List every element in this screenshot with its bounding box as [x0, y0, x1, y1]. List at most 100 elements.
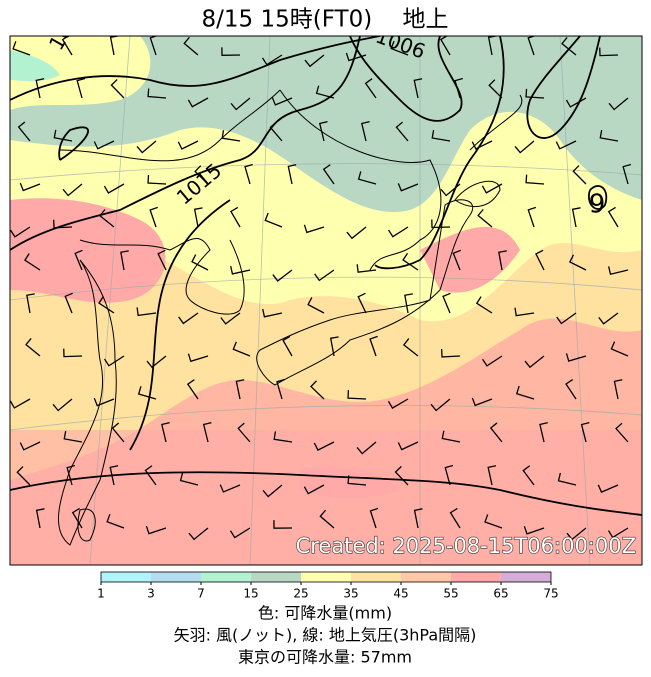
wind-barb: [64, 292, 73, 314]
wind-barb: [287, 164, 297, 185]
wind-barb: [569, 254, 587, 271]
wind-barb: [395, 121, 409, 142]
wind-barb: [514, 140, 535, 154]
wind-barb: [555, 140, 577, 150]
wind-barb: [571, 207, 581, 228]
wind-barb: [522, 465, 535, 486]
wind-barb: [345, 52, 367, 62]
wind-barb: [369, 507, 379, 529]
isobar: [588, 185, 608, 210]
wind-barb: [188, 527, 209, 541]
wind-barb: [622, 163, 632, 185]
wind-barb: [523, 526, 545, 535]
wind-barb: [63, 348, 83, 358]
wind-barb: [157, 249, 167, 271]
wind-barb: [431, 130, 451, 142]
wind-barb: [481, 183, 503, 194]
wind-barb: [103, 183, 125, 194]
colorbar-tick-label: 55: [443, 587, 458, 601]
wind-barb: [269, 121, 283, 142]
band-dry: [10, 36, 642, 212]
wind-barb: [74, 249, 83, 271]
wind-barb: [273, 431, 293, 443]
wind-barb: [62, 183, 83, 197]
wind-barb: [615, 422, 629, 443]
wind-barb: [394, 466, 409, 486]
wind-barb: [525, 88, 545, 99]
wind-barb: [598, 312, 619, 325]
wind-barb: [390, 40, 409, 56]
wind-barb: [53, 219, 73, 229]
wind-barb: [303, 224, 325, 234]
wind-barb: [315, 85, 335, 99]
wind-barb: [608, 97, 629, 111]
wind-barb: [402, 252, 419, 271]
wind-barb: [565, 379, 577, 400]
wind-barb: [310, 380, 325, 400]
wind-barb: [439, 36, 451, 56]
wind-barb: [487, 465, 497, 486]
wind-barb: [19, 182, 41, 192]
wind-barb: [347, 390, 367, 400]
caption: 矢羽: 風(ノット), 線: 地上気圧(3hPa間隔): [174, 626, 477, 645]
wind-barb: [244, 163, 253, 185]
band-very-dry: [10, 50, 60, 82]
wind-barb: [219, 484, 241, 493]
wind-barb: [23, 253, 41, 271]
wind-barb: [413, 78, 423, 99]
colorbar-segment: [301, 572, 351, 582]
wind-barb: [556, 312, 577, 325]
wind-barb: [356, 441, 377, 455]
colorbar-tick-label: 25: [293, 587, 308, 601]
wind-barb: [515, 385, 535, 400]
wind-barb: [607, 206, 619, 228]
wind-barb: [221, 47, 241, 56]
band-wet: [420, 226, 520, 293]
wind-barb: [25, 338, 41, 357]
wind-barb: [98, 296, 115, 314]
wind-barb: [35, 78, 45, 99]
wind-barb: [387, 226, 409, 238]
wind-barb: [120, 250, 129, 271]
wind-barb: [489, 422, 503, 443]
colorbar-segment: [151, 572, 201, 582]
wind-barb: [482, 355, 503, 367]
wind-barb: [318, 120, 328, 142]
wind-barb: [261, 54, 283, 66]
wind-barb: [137, 386, 157, 400]
wind-barb: [402, 338, 419, 357]
wind-barb: [35, 508, 45, 529]
colorbar-segment: [251, 572, 301, 582]
wind-barb: [599, 129, 619, 142]
wind-barb: [557, 472, 577, 486]
colorbar-segment: [201, 572, 251, 582]
coastline: [454, 94, 523, 208]
wind-barb: [322, 164, 335, 185]
wind-barb: [10, 226, 31, 238]
wind-barb: [237, 422, 251, 443]
wind-barb: [145, 525, 167, 535]
wind-barb: [282, 335, 293, 357]
wind-barb: [262, 308, 283, 318]
wind-barb: [271, 97, 293, 106]
wind-barb: [524, 355, 545, 369]
wind-barb: [313, 441, 335, 451]
wind-barb: [397, 441, 419, 451]
colorbar-tick-label: 75: [543, 587, 558, 601]
band-low: [10, 36, 151, 110]
wind-barb: [110, 79, 125, 99]
wind-barb: [484, 514, 503, 529]
wind-barb: [53, 129, 73, 142]
wind-barb: [535, 249, 545, 271]
wind-barb: [93, 140, 115, 150]
wind-barb: [369, 335, 378, 357]
wind-barb: [93, 397, 115, 407]
wind-barb: [191, 254, 209, 271]
wind-barb: [194, 165, 209, 185]
wind-barb: [230, 97, 251, 111]
wind-barb: [397, 183, 419, 192]
wind-barb: [610, 341, 629, 357]
wind-barb: [514, 307, 535, 317]
wind-barb: [440, 348, 461, 358]
